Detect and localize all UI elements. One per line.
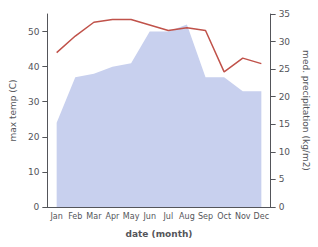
svg-text:Jan: Jan (49, 212, 62, 221)
svg-text:30: 30 (28, 97, 40, 107)
svg-text:May: May (123, 212, 140, 221)
svg-text:Feb: Feb (68, 212, 82, 221)
svg-text:Dec: Dec (254, 212, 269, 221)
svg-text:Mar: Mar (86, 212, 102, 221)
svg-text:Jun: Jun (142, 212, 156, 221)
svg-text:50: 50 (28, 27, 40, 37)
svg-text:max temp (C): max temp (C) (8, 79, 18, 141)
svg-text:30: 30 (279, 37, 291, 47)
svg-text:20: 20 (279, 92, 291, 102)
svg-text:Sep: Sep (198, 212, 213, 221)
svg-text:0: 0 (279, 202, 285, 212)
svg-text:0: 0 (34, 202, 40, 212)
svg-text:10: 10 (28, 167, 40, 177)
svg-text:Aug: Aug (179, 212, 195, 221)
svg-text:40: 40 (28, 62, 40, 72)
svg-text:Apr: Apr (106, 212, 121, 221)
svg-text:20: 20 (28, 132, 40, 142)
svg-text:date (month): date (month) (126, 229, 193, 239)
svg-text:15: 15 (279, 119, 290, 129)
svg-text:25: 25 (279, 64, 290, 74)
svg-text:Oct: Oct (217, 212, 231, 221)
svg-text:5: 5 (279, 174, 285, 184)
svg-text:Jul: Jul (162, 212, 173, 221)
svg-text:10: 10 (279, 147, 291, 157)
svg-text:med. precipitation (kg/m2): med. precipitation (kg/m2) (301, 50, 311, 171)
svg-text:Nov: Nov (235, 212, 251, 221)
svg-text:35: 35 (279, 9, 290, 19)
